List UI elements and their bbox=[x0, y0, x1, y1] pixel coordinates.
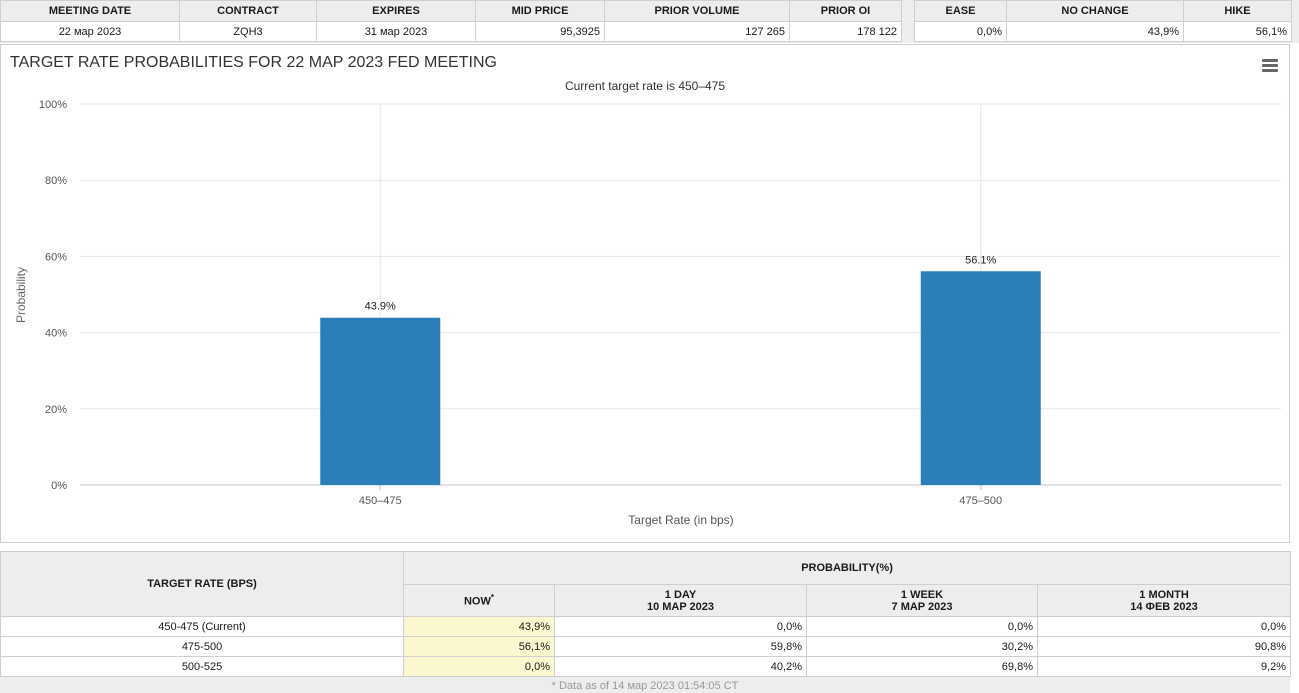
one-month-cell: 0,0% bbox=[1036, 616, 1292, 637]
hamburger-menu-icon[interactable] bbox=[1262, 59, 1278, 72]
menu-bar-icon bbox=[1262, 69, 1278, 72]
x-tick-label: 475–500 bbox=[959, 495, 1002, 507]
header-contract: CONTRACT bbox=[179, 0, 317, 22]
one-month-header: 1 MONTH 14 ФЕВ 2023 bbox=[1036, 584, 1292, 617]
no-change-value: 43,9% bbox=[1006, 21, 1184, 42]
y-axis-ticks: 0% 20% 40% 60% 80% 100% bbox=[39, 99, 67, 492]
one-month-cell: 90,8% bbox=[1036, 636, 1292, 657]
one-day-cell: 40,2% bbox=[554, 656, 807, 677]
probability-bar-chart: TARGET RATE PROBABILITIES FOR 22 MAP 202… bbox=[10, 54, 1281, 527]
y-tick-label: 60% bbox=[45, 251, 67, 263]
info-tables: MEETING DATE CONTRACT EXPIRES MID PRICE … bbox=[0, 0, 1299, 43]
table-row: 450-475 (Current) 43,9% 0,0% 0,0% 0,0% bbox=[0, 616, 1292, 637]
one-day-label: 1 DAY bbox=[664, 588, 697, 601]
y-tick-label: 100% bbox=[39, 99, 67, 111]
probability-group-header: PROBABILITY(%) bbox=[402, 551, 1292, 585]
chart-subtitle: Current target rate is 450–475 bbox=[565, 79, 725, 93]
hike-value: 56,1% bbox=[1183, 21, 1292, 42]
one-week-cell: 30,2% bbox=[806, 636, 1038, 657]
x-axis-ticks: 450–475 475–500 bbox=[359, 485, 1002, 507]
contract-value: ZQH3 bbox=[179, 21, 317, 42]
bar-data-label: 43.9% bbox=[365, 301, 396, 313]
x-tick-label: 450–475 bbox=[359, 495, 402, 507]
table-row: 475-500 56,1% 59,8% 30,2% 90,8% bbox=[0, 636, 1292, 657]
y-axis-label: Probability bbox=[14, 267, 28, 323]
one-month-cell: 9,2% bbox=[1036, 656, 1292, 677]
ease-value: 0,0% bbox=[914, 21, 1007, 42]
outlook-table: EASE NO CHANGE HIKE 0,0% 43,9% 56,1% bbox=[914, 0, 1292, 42]
bar[interactable] bbox=[920, 271, 1041, 485]
header-no-change: NO CHANGE bbox=[1006, 0, 1184, 22]
bars: 43.9% 56.1% bbox=[320, 254, 1041, 485]
y-tick-label: 40% bbox=[45, 328, 67, 340]
one-day-cell: 0,0% bbox=[554, 616, 807, 637]
rate-cell: 475-500 bbox=[0, 636, 404, 657]
now-label: NOW bbox=[463, 595, 491, 608]
x-axis-label: Target Rate (in bps) bbox=[628, 513, 733, 527]
meeting-info-table: MEETING DATE CONTRACT EXPIRES MID PRICE … bbox=[0, 0, 902, 42]
header-hike: HIKE bbox=[1183, 0, 1292, 22]
one-week-cell: 69,8% bbox=[806, 656, 1038, 677]
now-header: NOW* bbox=[403, 584, 555, 617]
bar[interactable] bbox=[320, 317, 441, 485]
chart-container bbox=[0, 44, 1290, 543]
now-footnote-mark: * bbox=[490, 593, 494, 603]
y-tick-label: 0% bbox=[51, 480, 67, 492]
bar-data-label: 56.1% bbox=[965, 254, 996, 266]
header-prior-oi: PRIOR OI bbox=[789, 0, 902, 22]
one-day-header: 1 DAY 10 MAP 2023 bbox=[554, 584, 807, 617]
mid-price-value: 95,3925 bbox=[475, 21, 605, 42]
one-week-header: 1 WEEK 7 MAP 2023 bbox=[806, 584, 1038, 617]
rate-cell: 500-525 bbox=[0, 656, 404, 677]
one-month-date: 14 ФЕВ 2023 bbox=[1130, 600, 1198, 613]
grid-lines bbox=[80, 103, 1281, 486]
now-cell: 0,0% bbox=[403, 656, 555, 677]
header-ease: EASE bbox=[914, 0, 1007, 22]
table-row: 500-525 0,0% 40,2% 69,8% 9,2% bbox=[0, 656, 1292, 677]
y-tick-label: 20% bbox=[45, 404, 67, 416]
menu-bar-icon bbox=[1262, 59, 1278, 62]
now-cell: 43,9% bbox=[403, 616, 555, 637]
y-tick-label: 80% bbox=[45, 175, 67, 187]
one-day-cell: 59,8% bbox=[554, 636, 807, 657]
probability-section: TARGET RATE (BPS) PROBABILITY(%) NOW* 1 … bbox=[0, 551, 1292, 693]
header-prior-volume: PRIOR VOLUME bbox=[604, 0, 790, 22]
one-day-date: 10 MAP 2023 bbox=[646, 600, 715, 613]
expires-value: 31 мар 2023 bbox=[316, 21, 476, 42]
one-week-date: 7 MAP 2023 bbox=[891, 600, 953, 613]
data-timestamp-footnote: * Data as of 14 мар 2023 01:54:05 CT bbox=[551, 680, 739, 692]
rate-cell: 450-475 (Current) bbox=[0, 616, 404, 637]
one-week-cell: 0,0% bbox=[806, 616, 1038, 637]
prior-oi-value: 178 122 bbox=[789, 21, 902, 42]
chart-title: TARGET RATE PROBABILITIES FOR 22 MAP 202… bbox=[10, 54, 497, 71]
one-month-label: 1 MONTH bbox=[1139, 588, 1189, 601]
one-week-label: 1 WEEK bbox=[900, 588, 944, 601]
now-cell: 56,1% bbox=[403, 636, 555, 657]
meeting-date-value: 22 мар 2023 bbox=[0, 21, 180, 42]
target-rate-header: TARGET RATE (BPS) bbox=[0, 551, 404, 617]
menu-bar-icon bbox=[1262, 64, 1278, 67]
prior-volume-value: 127 265 bbox=[604, 21, 790, 42]
probability-table: TARGET RATE (BPS) PROBABILITY(%) NOW* 1 … bbox=[0, 551, 1292, 677]
